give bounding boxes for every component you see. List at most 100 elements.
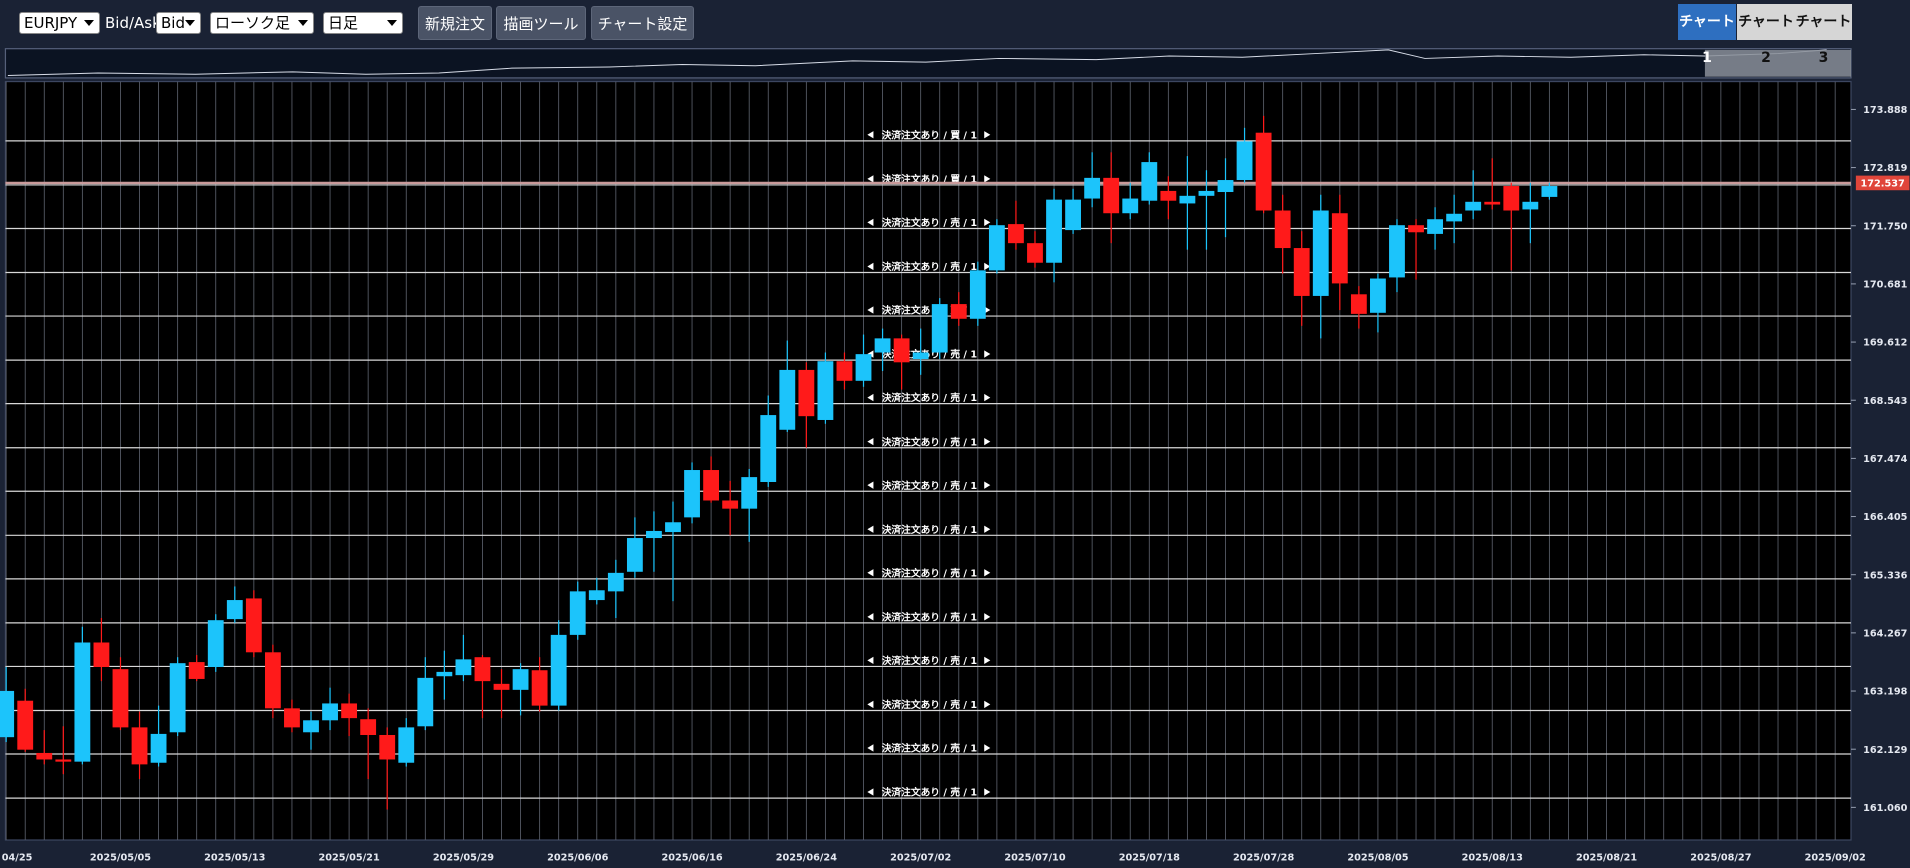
order-arrow-left <box>867 525 874 533</box>
candle-body <box>417 677 434 727</box>
x-tick-label: 2025/05/13 <box>204 853 265 864</box>
candle-body <box>207 620 224 667</box>
candle-body <box>1446 213 1463 222</box>
candle-body <box>245 598 262 653</box>
candle-body <box>988 225 1005 271</box>
navigator-window[interactable] <box>1704 49 1851 77</box>
candle-body <box>93 642 110 667</box>
order-arrow-left <box>867 218 874 227</box>
y-tick-label: 161.060 <box>1863 803 1908 814</box>
chart-settings-button[interactable]: チャート設定 <box>591 6 694 40</box>
order-arrow-right <box>984 656 991 665</box>
order-label: 決済注文あり / 売 / 1 <box>882 391 978 404</box>
order-arrow-right <box>984 131 991 139</box>
candle-body <box>1103 177 1120 214</box>
toolbar: EURJPY Bid/Ask Bid ローソク足 日足 新規注文 描画ツール チ… <box>0 0 1910 66</box>
candle-body <box>284 708 300 728</box>
candle-body <box>626 538 643 572</box>
candle-body <box>131 727 148 765</box>
candle-body <box>1370 278 1386 313</box>
candle-body <box>112 669 129 728</box>
candle-body <box>1027 243 1043 263</box>
order-arrow-left <box>867 306 874 314</box>
candle-body <box>169 663 186 733</box>
candle-body <box>226 600 243 620</box>
candle-body <box>779 369 796 430</box>
candle-body <box>1236 141 1253 181</box>
candle-body <box>1541 186 1558 197</box>
candle-body <box>455 659 472 676</box>
candle-body <box>341 703 358 719</box>
timeframe-select[interactable]: 日足 <box>323 12 403 34</box>
candle-body <box>1312 210 1329 296</box>
candle-body <box>950 304 967 319</box>
y-tick-label: 166.405 <box>1863 512 1908 523</box>
candle-body <box>398 727 415 763</box>
candle-body <box>855 354 872 381</box>
candle-body <box>1065 199 1081 231</box>
order-arrow-left <box>867 175 874 183</box>
order-label: 決済注文あり / 売 / 1 <box>882 479 978 492</box>
candle-body <box>17 700 34 750</box>
candle-body <box>322 703 338 721</box>
candle-body <box>55 759 72 762</box>
order-arrow-left <box>867 393 874 402</box>
y-tick-label: 170.681 <box>1863 280 1908 291</box>
candle-body <box>569 591 586 635</box>
order-label: 決済注文あり / 売 / 1 <box>882 523 978 536</box>
order-arrow-right <box>984 437 991 446</box>
x-tick-label: 2025/08/13 <box>1462 853 1523 864</box>
candle-body <box>722 500 739 509</box>
chart-style-select[interactable]: ローソク足 <box>210 12 314 34</box>
order-label: 決済注文あり / 買 / 1 <box>882 128 978 141</box>
candle-body <box>684 470 700 518</box>
candle-body <box>1217 180 1234 193</box>
navigator[interactable] <box>4 48 1852 79</box>
order-arrow-right <box>984 481 991 489</box>
x-tick-label: 2025/05/21 <box>319 853 380 864</box>
candle-body <box>1408 225 1424 233</box>
candle-body <box>550 634 567 706</box>
order-arrow-left <box>867 131 874 139</box>
current-price-label: 172.537 <box>1861 179 1905 190</box>
price-side-select[interactable]: Bid <box>156 12 201 34</box>
x-tick-label: 2025/08/27 <box>1690 853 1751 864</box>
candle-body <box>1122 198 1139 214</box>
order-label: 決済注文あり / 売 / 1 <box>882 742 978 755</box>
order-arrow-right <box>984 613 991 621</box>
axes: 04/25 2025/05/05 2025/05/13 2025/05/21 2025/… <box>2 105 1910 864</box>
candle-body <box>512 669 529 690</box>
candle-body <box>1046 199 1062 263</box>
candle-body <box>607 572 624 592</box>
symbol-select[interactable]: EURJPY <box>19 12 100 34</box>
candle-body <box>646 530 662 539</box>
x-tick-label: 04/25 <box>2 853 33 864</box>
new-order-button[interactable]: 新規注文 <box>418 6 492 40</box>
y-tick-label: 163.198 <box>1863 687 1908 698</box>
candle-body <box>360 719 377 735</box>
candles <box>0 115 1558 810</box>
candle-body <box>1198 190 1215 196</box>
candle-body <box>493 683 510 690</box>
candle-body <box>817 361 834 420</box>
candle-body <box>1274 210 1291 249</box>
order-arrow-left <box>867 350 874 358</box>
plot-area <box>4 80 1852 841</box>
candle-body <box>665 522 681 533</box>
chart-tab[interactable]: チャート1 <box>1678 4 1736 66</box>
drawing-tool-button[interactable]: 描画ツール <box>496 6 586 40</box>
order-arrow-right <box>984 700 991 709</box>
chart-tab[interactable]: チャート3 <box>1795 4 1852 66</box>
order-arrow-right <box>984 393 991 402</box>
candle-body <box>1255 132 1272 211</box>
order-arrow-left <box>867 437 874 446</box>
candle-body <box>1141 162 1158 201</box>
order-arrow-right <box>984 350 991 358</box>
candle-body <box>1427 219 1443 234</box>
candle-body <box>264 652 281 709</box>
order-arrow-right <box>984 218 991 227</box>
x-tick-label: 2025/07/02 <box>890 853 951 864</box>
chart-tab[interactable]: チャート2 <box>1737 4 1795 66</box>
